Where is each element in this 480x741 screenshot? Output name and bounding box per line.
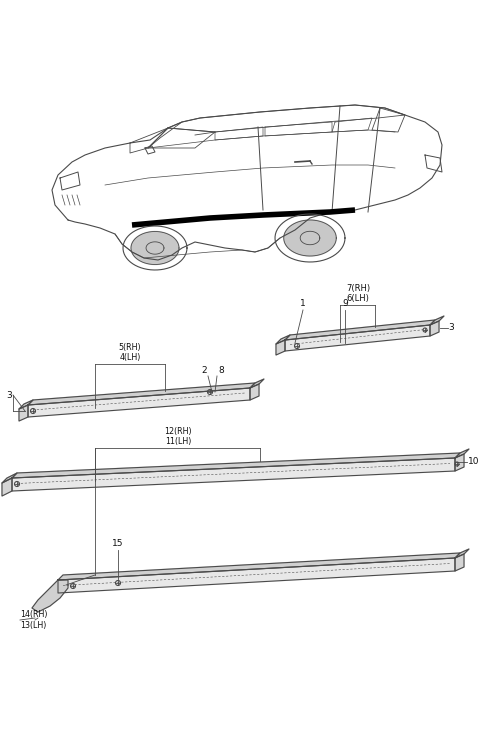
Polygon shape: [12, 453, 460, 478]
Polygon shape: [58, 558, 455, 593]
Polygon shape: [19, 405, 28, 421]
Polygon shape: [455, 449, 469, 458]
Text: 1: 1: [300, 299, 306, 308]
Polygon shape: [276, 340, 285, 355]
Text: 5(RH)
4(LH): 5(RH) 4(LH): [119, 342, 141, 362]
Polygon shape: [285, 320, 435, 340]
Polygon shape: [250, 379, 264, 388]
Polygon shape: [455, 554, 464, 571]
Text: 3: 3: [6, 391, 12, 399]
Polygon shape: [12, 458, 455, 491]
Polygon shape: [28, 388, 250, 417]
Text: 7(RH)
6(LH): 7(RH) 6(LH): [346, 284, 370, 303]
Polygon shape: [285, 325, 430, 351]
Text: 3: 3: [448, 324, 454, 333]
Polygon shape: [250, 384, 259, 400]
Polygon shape: [455, 454, 464, 471]
Text: 9: 9: [342, 299, 348, 308]
Text: 15: 15: [112, 539, 124, 548]
Text: 12(RH)
11(LH): 12(RH) 11(LH): [164, 427, 192, 446]
Polygon shape: [2, 478, 12, 496]
Polygon shape: [19, 400, 33, 409]
Polygon shape: [276, 335, 290, 344]
Polygon shape: [58, 553, 460, 580]
Text: 8: 8: [218, 366, 224, 375]
Polygon shape: [28, 383, 255, 405]
Text: 10: 10: [468, 457, 480, 467]
Text: 2: 2: [202, 366, 207, 375]
Text: 14(RH)
13(LH): 14(RH) 13(LH): [20, 611, 48, 630]
Polygon shape: [131, 231, 179, 265]
Polygon shape: [430, 316, 444, 325]
Polygon shape: [32, 580, 68, 612]
Polygon shape: [2, 473, 17, 483]
Polygon shape: [455, 549, 469, 558]
Polygon shape: [430, 321, 439, 336]
Polygon shape: [284, 220, 336, 256]
